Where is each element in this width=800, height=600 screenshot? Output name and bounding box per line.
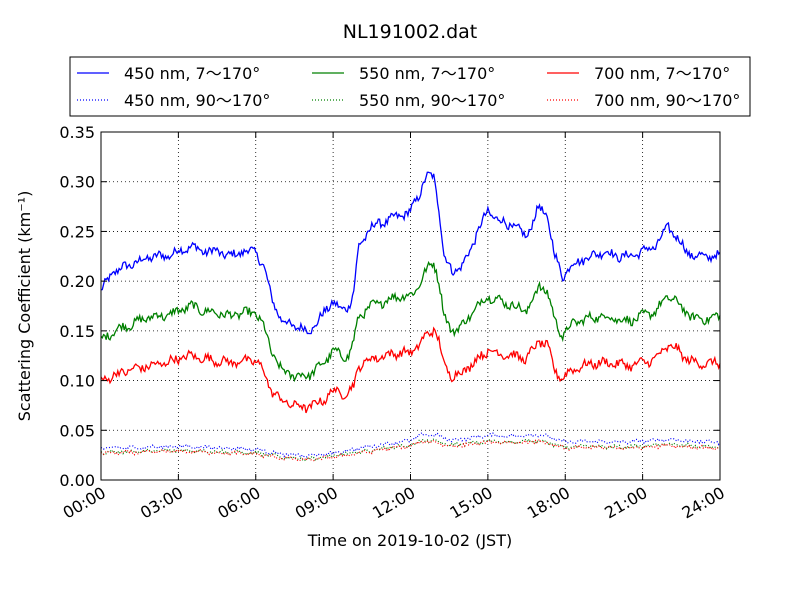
legend-entry: 550 nm, 7～170° [359, 64, 495, 83]
y-tick-label: 0.00 [59, 471, 95, 490]
y-tick-label: 0.15 [59, 322, 95, 341]
y-tick-label: 0.05 [59, 421, 95, 440]
y-axis-label: Scattering Coefficient (km⁻¹) [15, 191, 34, 422]
y-tick-label: 0.25 [59, 222, 95, 241]
legend-entry: 550 nm, 90～170° [359, 91, 505, 110]
x-tick-label: 03:00 [137, 483, 186, 523]
x-axis-label: Time on 2019-10-02 (JST) [307, 531, 512, 550]
x-tick-label: 15:00 [446, 483, 495, 523]
series-line [100, 326, 721, 414]
y-tick-label: 0.20 [59, 272, 95, 291]
x-tick-label: 12:00 [369, 483, 418, 523]
x-tick-label: 09:00 [292, 483, 341, 523]
chart-title: NL191002.dat [343, 21, 478, 43]
legend-entry: 700 nm, 90～170° [594, 91, 740, 110]
series-line [100, 437, 721, 462]
series-line [100, 438, 721, 462]
x-tick-label: 18:00 [524, 483, 573, 523]
y-tick-label: 0.35 [59, 123, 95, 142]
x-tick-label: 06:00 [214, 483, 263, 523]
y-axis: 0.00 0.05 0.10 0.15 0.20 0.25 0.30 0.35 [59, 123, 720, 490]
legend-entry: 450 nm, 90～170° [124, 91, 270, 110]
x-axis: 00:00 03:00 06:00 09:00 12:00 15:00 18:00 21:00… [60, 132, 728, 523]
legend-entry: 450 nm, 7～170° [124, 64, 260, 83]
series-line [100, 171, 721, 335]
y-tick-label: 0.30 [59, 173, 95, 192]
series-line [100, 260, 721, 383]
series-group [100, 171, 721, 462]
legend-box [69, 56, 751, 117]
legend-entry: 700 nm, 7～170° [594, 64, 730, 83]
legend: 450 nm, 7～170° 550 nm, 7～170° 700 nm, 7～17… [69, 56, 751, 117]
x-tick-label: 21:00 [601, 483, 650, 523]
y-tick-label: 0.10 [59, 372, 95, 391]
x-tick-label: 24:00 [679, 483, 728, 523]
